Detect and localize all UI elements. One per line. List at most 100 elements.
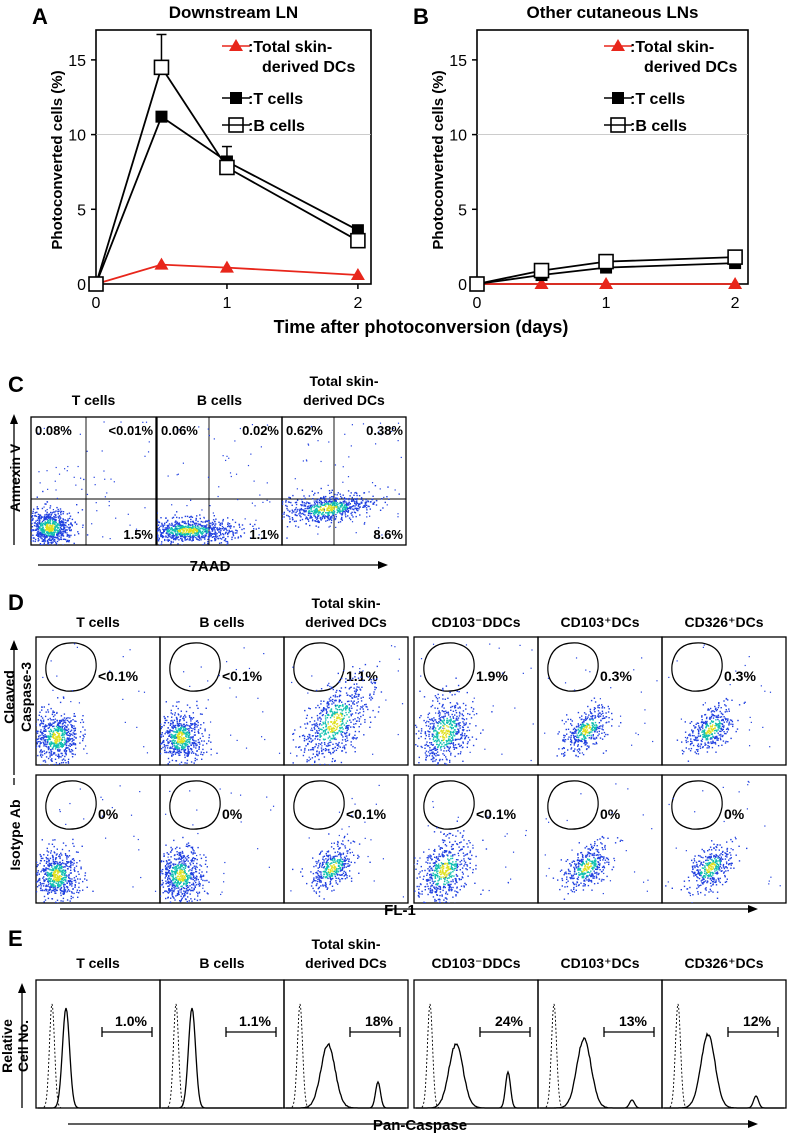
event-dot <box>174 748 177 750</box>
event-dot <box>366 706 368 708</box>
event-dot <box>328 729 330 731</box>
event-dot <box>36 508 39 510</box>
event-dot <box>74 743 77 745</box>
event-dot <box>165 536 167 538</box>
event-dot <box>431 755 433 757</box>
event-dot <box>177 707 179 710</box>
event-dot <box>181 734 183 736</box>
event-dot <box>57 513 59 515</box>
event-dot <box>48 703 50 706</box>
event-dot <box>181 739 183 741</box>
event-dot <box>65 750 67 753</box>
event-dot <box>334 732 336 734</box>
event-dot <box>357 505 360 507</box>
event-dot <box>46 511 48 514</box>
legend-label: :Total skin- <box>248 39 332 56</box>
event-dot <box>47 513 49 516</box>
event-dot <box>353 690 356 692</box>
event-dot <box>313 509 315 512</box>
event-dot <box>316 516 318 518</box>
event-dot <box>174 740 176 742</box>
event-dot <box>365 504 368 506</box>
facs-plot <box>159 636 285 766</box>
event-dot <box>346 714 348 716</box>
plot-title: B cells <box>197 392 242 408</box>
event-dot <box>345 678 347 680</box>
event-dot <box>343 724 346 726</box>
event-dot <box>36 529 38 531</box>
event-dot <box>307 738 309 740</box>
event-dot <box>62 513 64 515</box>
event-dot <box>53 711 55 713</box>
event-dot <box>320 497 322 499</box>
event-dot <box>437 732 439 734</box>
event-dot <box>318 729 320 732</box>
event-dot <box>195 740 197 742</box>
event-dot <box>150 519 151 520</box>
quadrant-value-ur: 0.38% <box>366 423 403 438</box>
event-dot <box>438 744 440 746</box>
event-dot <box>21 528 22 529</box>
event-dot <box>169 747 171 750</box>
event-dot <box>353 723 355 725</box>
event-dot <box>327 723 329 725</box>
column-title: CD103⁻DDCs <box>431 614 520 630</box>
event-dot <box>429 731 431 733</box>
event-dot <box>332 738 334 740</box>
event-dot <box>43 750 45 752</box>
event-dot <box>318 505 320 508</box>
facs-plot <box>283 636 409 766</box>
sparse-event <box>514 707 516 709</box>
event-dot <box>334 722 336 724</box>
event-dot <box>321 714 324 717</box>
event-dot <box>54 536 57 538</box>
event-dot <box>43 544 45 545</box>
event-dot <box>57 537 59 539</box>
sparse-event <box>313 500 315 502</box>
x-tick-label: 0 <box>473 295 482 312</box>
event-dot <box>62 696 65 698</box>
event-dot <box>434 695 437 697</box>
event-dot <box>345 516 347 518</box>
event-dot <box>196 772 197 773</box>
event-dot <box>55 738 58 740</box>
event-dot <box>55 744 57 747</box>
sparse-event <box>320 460 322 463</box>
sparse-event <box>435 712 437 714</box>
event-dot <box>38 520 40 522</box>
sparse-event <box>122 656 124 658</box>
event-dot <box>415 733 417 735</box>
event-dot <box>202 527 204 529</box>
event-dot <box>335 699 337 702</box>
event-dot <box>183 750 185 752</box>
event-dot <box>174 539 177 541</box>
event-dot <box>173 719 176 722</box>
event-dot <box>53 725 55 727</box>
event-dot <box>43 730 45 733</box>
event-dot <box>447 729 449 731</box>
event-dot <box>179 751 181 754</box>
event-dot <box>170 531 172 533</box>
sparse-event <box>86 752 88 755</box>
event-dot <box>196 704 198 707</box>
event-dot <box>59 701 62 704</box>
event-dot <box>136 520 137 521</box>
event-dot <box>222 536 224 539</box>
event-dot <box>115 532 116 533</box>
event-dot <box>180 537 182 540</box>
event-dot <box>31 736 32 737</box>
event-dot <box>429 753 431 755</box>
event-dot <box>337 717 339 720</box>
event-dot <box>176 516 178 519</box>
event-dot <box>328 505 331 507</box>
event-dot <box>193 742 195 744</box>
event-dot <box>194 523 196 525</box>
event-dot <box>445 736 448 738</box>
event-dot <box>29 537 30 538</box>
event-dot <box>49 518 51 520</box>
event-dot <box>455 747 458 749</box>
sparse-event <box>296 488 298 490</box>
sparse-event <box>498 647 500 649</box>
event-dot <box>329 751 331 754</box>
event-dot <box>313 494 315 496</box>
